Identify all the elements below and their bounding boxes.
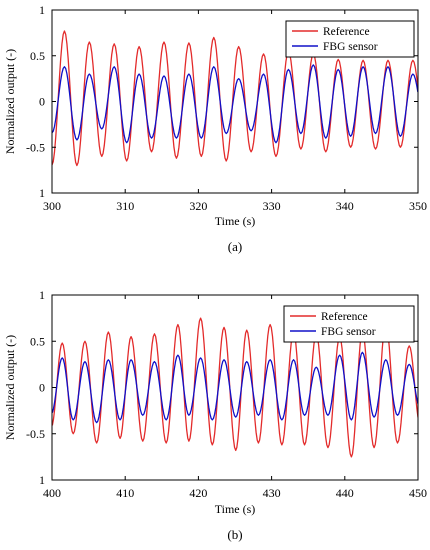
x-tick-label: 330 — [263, 199, 281, 213]
y-axis-label: Normalized output (-) — [3, 49, 17, 154]
x-tick-label: 450 — [409, 486, 427, 500]
y-tick-label: 1 — [39, 186, 45, 200]
y-tick-label: -0.5 — [26, 427, 45, 441]
panel-label: (b) — [227, 527, 242, 542]
y-tick-label: 0.5 — [30, 49, 45, 63]
x-tick-label: 340 — [336, 199, 354, 213]
legend-label-fbg-sensor: FBG sensor — [321, 326, 376, 338]
legend-label-reference: Reference — [321, 311, 368, 323]
y-tick-label: 0 — [39, 95, 45, 109]
series-line-fbg-sensor — [52, 351, 418, 424]
legend: Reference FBG sensor — [285, 20, 415, 58]
x-axis-label: Time (s) — [215, 214, 256, 228]
legend-box — [285, 20, 415, 58]
y-tick-label: 1 — [39, 473, 45, 487]
y-tick-label: 1 — [39, 288, 45, 302]
x-tick-label: 350 — [409, 199, 427, 213]
chart-panel-a: 300 310 320 330 340 350 1 -0.5 0 0.5 1 Time (s) Norm… — [3, 3, 427, 254]
x-tick-label: 400 — [43, 486, 61, 500]
y-tick-label: 0 — [39, 381, 45, 395]
x-tick-label: 310 — [116, 199, 134, 213]
x-tick-label: 430 — [263, 486, 281, 500]
x-axis-label: Time (s) — [215, 502, 256, 516]
x-tick-label: 410 — [116, 486, 134, 500]
y-axis-label: Normalized output (-) — [3, 335, 17, 440]
x-tick-label: 300 — [43, 199, 61, 213]
y-tick-label: -0.5 — [26, 140, 45, 154]
x-tick-label: 440 — [336, 486, 354, 500]
y-tick-label: 1 — [39, 3, 45, 17]
legend: Reference FBG sensor — [283, 305, 415, 343]
legend-label-fbg-sensor: FBG sensor — [323, 41, 378, 53]
x-tick-label: 420 — [189, 486, 207, 500]
series-line-reference — [52, 317, 418, 458]
legend-label-reference: Reference — [323, 26, 370, 38]
legend-box — [283, 305, 415, 343]
x-tick-label: 320 — [189, 199, 207, 213]
panel-label: (a) — [228, 239, 242, 254]
series-line-fbg-sensor — [52, 64, 418, 144]
chart-panel-b: 400 410 420 430 440 450 1 -0.5 0 0.5 1 Time (s) Norm… — [3, 288, 427, 542]
y-tick-label: 0.5 — [30, 334, 45, 348]
